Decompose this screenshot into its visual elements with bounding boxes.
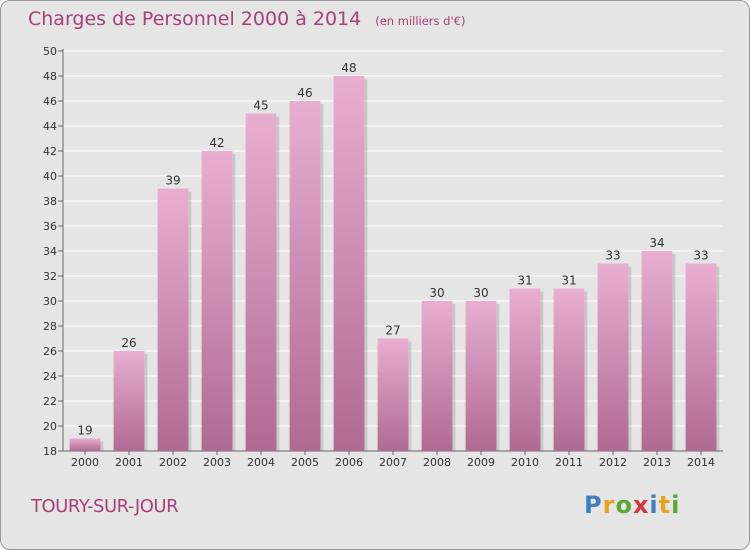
y-tick-label: 38 <box>43 195 57 208</box>
label-layer: 19 26 39 42 45 46 48 27 30 30 31 31 33 34 33 <box>77 61 708 438</box>
x-tick-label: 2008 <box>423 456 451 469</box>
x-tick-label: 2011 <box>555 456 583 469</box>
bar <box>377 338 409 451</box>
y-tick-label: 30 <box>43 295 57 308</box>
x-tick-label: 2007 <box>379 456 407 469</box>
bar <box>685 263 717 451</box>
logo-letter: P <box>584 491 603 519</box>
y-tick-label: 36 <box>43 220 57 233</box>
logo-letter: x <box>632 491 650 519</box>
y-tick-label: 32 <box>43 270 57 283</box>
proxiti-logo: Proxiti <box>584 491 680 519</box>
logo-letter: i <box>671 491 681 519</box>
data-label: 26 <box>121 336 136 350</box>
y-tick-label: 50 <box>43 45 57 58</box>
data-label: 45 <box>253 99 268 113</box>
y-tick-label: 34 <box>43 245 57 258</box>
bar <box>113 351 145 451</box>
data-label: 31 <box>561 274 576 288</box>
commune-name: TOURY-SUR-JOUR <box>31 496 179 517</box>
x-tick-label: 2014 <box>687 456 715 469</box>
data-label: 46 <box>297 86 312 100</box>
bar <box>157 188 189 451</box>
logo-letter: r <box>602 491 616 519</box>
y-tick-label: 28 <box>43 320 57 333</box>
x-tick-label: 2013 <box>643 456 671 469</box>
y-tick-label: 46 <box>43 95 57 108</box>
data-label: 39 <box>165 174 180 188</box>
data-label: 34 <box>649 236 664 250</box>
data-label: 48 <box>341 61 356 75</box>
y-tick-label: 20 <box>43 420 57 433</box>
y-tick-label: 24 <box>43 370 57 383</box>
x-tick-label: 2009 <box>467 456 495 469</box>
data-label: 30 <box>473 286 488 300</box>
bar <box>69 438 101 451</box>
data-label: 19 <box>77 424 92 438</box>
x-tick-label: 2002 <box>159 456 187 469</box>
logo-letter: i <box>649 491 659 519</box>
data-label: 33 <box>605 249 620 263</box>
bar <box>509 288 541 451</box>
data-label: 33 <box>693 249 708 263</box>
y-tick-label: 22 <box>43 395 57 408</box>
y-tick-label: 44 <box>43 120 57 133</box>
bar <box>553 288 585 451</box>
data-label: 42 <box>209 136 224 150</box>
bar <box>421 301 453 451</box>
y-tick-label: 18 <box>43 445 57 458</box>
bar <box>597 263 629 451</box>
y-tick-label: 42 <box>43 145 57 158</box>
bar <box>289 101 321 451</box>
x-tick-label: 2010 <box>511 456 539 469</box>
data-label: 30 <box>429 286 444 300</box>
x-tick-label: 2006 <box>335 456 363 469</box>
x-tick-label: 2000 <box>71 456 99 469</box>
bar <box>333 76 365 451</box>
y-tick-label: 40 <box>43 170 57 183</box>
x-tick-label: 2003 <box>203 456 231 469</box>
x-tick-label: 2004 <box>247 456 275 469</box>
x-tick-label: 2001 <box>115 456 143 469</box>
data-label: 31 <box>517 274 532 288</box>
bar-layer <box>69 76 720 451</box>
y-tick-label: 26 <box>43 345 57 358</box>
logo-letter: t <box>658 491 672 519</box>
bar <box>245 113 277 451</box>
data-label: 27 <box>385 324 400 338</box>
bar <box>201 151 233 451</box>
x-tick-label: 2005 <box>291 456 319 469</box>
chart-title-block: Charges de Personnel 2000 à 2014 (en mill… <box>28 8 465 30</box>
logo-letter: o <box>615 491 633 519</box>
bar <box>465 301 497 451</box>
x-tick-label: 2012 <box>599 456 627 469</box>
y-tick-label: 48 <box>43 70 57 83</box>
chart-title: Charges de Personnel 2000 à 2014 <box>28 8 362 30</box>
axis-layer: 18 20 22 24 26 28 30 32 34 36 38 40 42 44 46 48 50 2000 20… <box>43 45 723 469</box>
bar <box>641 251 673 451</box>
chart-unit: (en milliers d'€) <box>375 14 466 28</box>
